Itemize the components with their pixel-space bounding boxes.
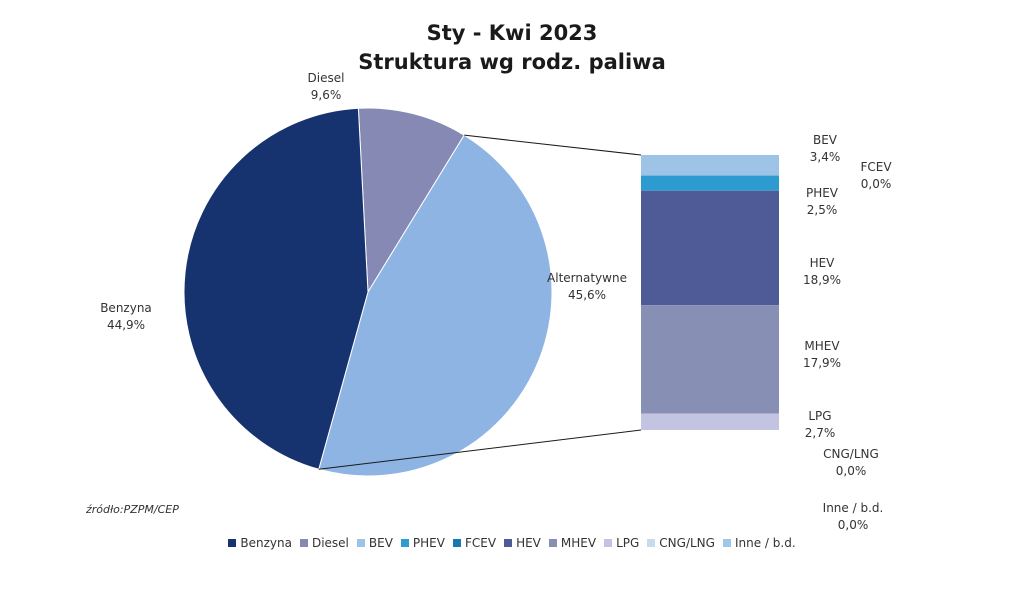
bar-segment-lpg — [641, 413, 779, 430]
legend-label: Inne / b.d. — [734, 536, 796, 550]
legend: Benzyna Diesel BEV PHEV FCEV HEV MHEV LPG CNG/LN… — [0, 536, 1024, 550]
data-label-value-alternatywne: 45,6% — [568, 288, 606, 302]
data-label-name-alternatywne: Alternatywne — [547, 271, 627, 285]
pie-slice-benzyna — [183, 107, 369, 470]
data-label-value-mhev: 17,9% — [803, 356, 841, 370]
legend-swatch — [604, 539, 613, 547]
legend-item-mhev: MHEV — [548, 536, 597, 550]
legend-swatch — [548, 539, 557, 547]
data-label-name-hev: HEV — [810, 256, 836, 270]
breakdown-bar — [318, 134, 779, 470]
data-labels: Diesel 9,6% Alternatywne 45,6% Benzyna 44,9% B… — [100, 71, 892, 532]
legend-item-diesel: Diesel — [299, 536, 349, 550]
legend-swatch — [647, 539, 656, 547]
legend-label: HEV — [516, 536, 541, 550]
legend-swatch — [722, 539, 731, 547]
data-label-value-inne-b-d: 0,0% — [838, 518, 869, 532]
connector-line-top — [464, 134, 642, 156]
pie — [183, 107, 553, 477]
legend-label: MHEV — [560, 536, 597, 550]
data-label-name-bev: BEV — [813, 133, 838, 147]
bar-segment-bev — [641, 155, 779, 176]
legend-item-lpg: LPG — [604, 536, 639, 550]
legend-swatch — [356, 539, 365, 547]
bar-segment-hev — [641, 190, 779, 306]
data-label-name-mhev: MHEV — [804, 339, 840, 353]
data-label-name-lpg: LPG — [808, 409, 831, 423]
legend-swatch — [452, 539, 461, 547]
data-label-name-benzyna: Benzyna — [100, 301, 152, 315]
data-label-value-fcev: 0,0% — [861, 177, 892, 191]
source-note: źródło:PZPM/CEP — [86, 503, 179, 516]
connector-line-bottom — [318, 429, 642, 470]
data-label-name-fcev: FCEV — [860, 160, 892, 174]
legend-item-benzyna: Benzyna — [228, 536, 292, 550]
legend-item-hev: HEV — [504, 536, 541, 550]
legend-swatch — [400, 539, 409, 547]
data-label-value-lpg: 2,7% — [805, 426, 836, 440]
data-label-value-bev: 3,4% — [810, 150, 841, 164]
legend-item-cng-lng: CNG/LNG — [647, 536, 715, 550]
data-label-value-diesel: 9,6% — [311, 88, 342, 102]
legend-label: PHEV — [412, 536, 445, 550]
legend-item-phev: PHEV — [400, 536, 445, 550]
legend-label: Diesel — [311, 536, 349, 550]
legend-item-bev: BEV — [356, 536, 393, 550]
legend-swatch — [228, 539, 237, 547]
data-label-value-phev: 2,5% — [807, 203, 838, 217]
data-label-name-inne-b-d: Inne / b.d. — [823, 501, 884, 515]
data-label-name-diesel: Diesel — [308, 71, 345, 85]
legend-label: BEV — [368, 536, 393, 550]
legend-item-inne-b-d: Inne / b.d. — [722, 536, 796, 550]
legend-label: Benzyna — [240, 536, 292, 550]
bar-segment-phev — [641, 175, 779, 191]
data-label-value-cng-lng: 0,0% — [836, 464, 867, 478]
chart-subtitle: Struktura wg rodz. paliwa — [358, 50, 666, 74]
legend-swatch — [504, 539, 513, 547]
legend-label: FCEV — [464, 536, 497, 550]
legend-label: CNG/LNG — [659, 536, 715, 550]
data-label-name-phev: PHEV — [806, 186, 839, 200]
data-label-value-hev: 18,9% — [803, 273, 841, 287]
legend-item-fcev: FCEV — [452, 536, 497, 550]
data-label-name-cng-lng: CNG/LNG — [823, 447, 879, 461]
chart-title: Sty - Kwi 2023 — [427, 21, 598, 45]
legend-swatch — [299, 539, 308, 547]
bar-segment-mhev — [641, 305, 779, 414]
pie-slice-alternatywne — [318, 134, 553, 477]
pie-slice-diesel — [357, 107, 465, 294]
legend-label: LPG — [616, 536, 640, 550]
data-label-value-benzyna: 44,9% — [107, 318, 145, 332]
